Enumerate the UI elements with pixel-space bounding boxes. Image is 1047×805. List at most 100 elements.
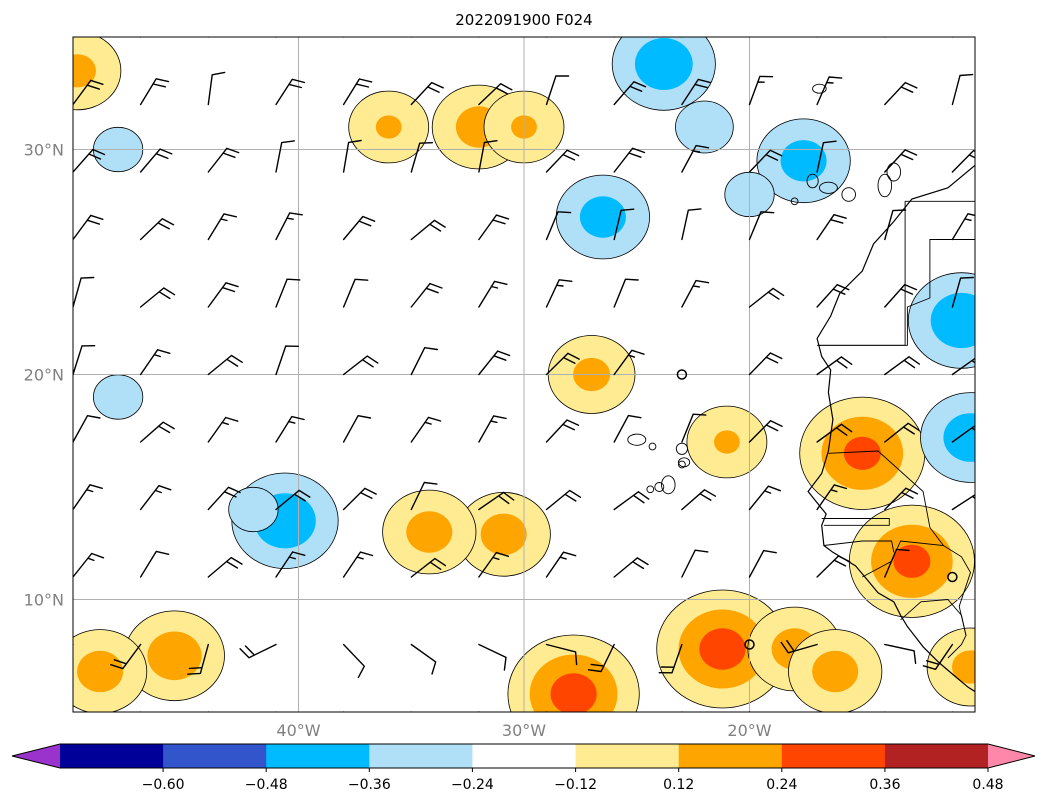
wind-barb bbox=[275, 278, 301, 308]
wind-barb bbox=[110, 643, 142, 670]
wind-barb bbox=[545, 643, 578, 666]
wind-barb bbox=[681, 711, 684, 712]
country-border-5 bbox=[823, 540, 895, 553]
wind-barb bbox=[342, 711, 345, 712]
positive-anomaly-2-band-2 bbox=[893, 544, 931, 578]
negative-anomaly-6-band-0 bbox=[675, 100, 734, 154]
wind-barb bbox=[342, 551, 374, 578]
wind-barb bbox=[748, 37, 751, 38]
wind-barb bbox=[139, 148, 173, 173]
colorbar-segment-3 bbox=[369, 744, 473, 768]
wind-barb bbox=[613, 557, 649, 578]
wind-barb bbox=[478, 350, 511, 376]
wind-barb bbox=[410, 37, 413, 38]
wind-barb bbox=[950, 711, 954, 712]
wind-barbs-layer bbox=[73, 37, 975, 712]
positive-anomaly-16-band-1 bbox=[73, 54, 96, 88]
wind-barb bbox=[342, 78, 373, 106]
positive-anomaly-3-band-1 bbox=[147, 631, 202, 681]
positive-anomaly-5-band-1 bbox=[480, 513, 527, 555]
island-outline-1 bbox=[806, 173, 819, 189]
wind-barb bbox=[342, 643, 365, 679]
wind-barb bbox=[478, 643, 507, 671]
positive-anomaly-1-band-2 bbox=[699, 628, 746, 670]
wind-barb bbox=[613, 711, 616, 712]
wind-barb bbox=[207, 37, 210, 38]
wind-barb bbox=[478, 280, 508, 308]
wind-barb bbox=[816, 356, 853, 376]
positive-anomaly-6-band-1 bbox=[406, 511, 453, 553]
y-tick-label-2: 30°N bbox=[24, 141, 64, 160]
y-tick-label-1: 20°N bbox=[24, 366, 64, 385]
wind-barb bbox=[545, 75, 570, 106]
wind-barb bbox=[139, 78, 170, 106]
wind-barb bbox=[139, 485, 172, 511]
positive-anomaly-16-band-0 bbox=[73, 37, 122, 111]
wind-barb bbox=[187, 643, 209, 675]
x-tick-label-2: 20°W bbox=[727, 721, 771, 740]
wind-barb bbox=[73, 484, 103, 511]
wind-barb bbox=[613, 37, 615, 38]
wind-barb bbox=[613, 491, 650, 511]
positive-anomaly-15-band-1 bbox=[375, 115, 402, 139]
wind-barb bbox=[139, 421, 175, 443]
wind-barb bbox=[681, 144, 710, 173]
colorbar-segment-7 bbox=[781, 744, 886, 768]
wind-barb bbox=[884, 283, 918, 308]
wind-barb bbox=[951, 276, 974, 308]
wind-barb bbox=[410, 142, 433, 173]
wind-barb bbox=[207, 486, 241, 511]
wind-barb bbox=[816, 484, 848, 511]
wind-barb bbox=[613, 208, 635, 241]
wind-barb bbox=[681, 489, 717, 511]
wind-barb bbox=[816, 711, 818, 712]
wind-barb bbox=[545, 279, 573, 308]
wind-barb bbox=[73, 79, 104, 106]
wind-barb bbox=[410, 81, 444, 106]
wind-barb bbox=[613, 81, 647, 106]
wind-barb bbox=[613, 349, 645, 376]
colorbar-segment-4 bbox=[472, 744, 577, 768]
colorbar-tick-label-7: 0.36 bbox=[869, 777, 900, 793]
wind-barb bbox=[275, 37, 277, 38]
wind-barb bbox=[410, 643, 437, 675]
wind-barb bbox=[884, 356, 920, 376]
chart-title: 2022091900 F024 bbox=[455, 11, 592, 29]
wind-barb bbox=[681, 208, 702, 241]
positive-anomaly-0-band-2 bbox=[550, 673, 597, 712]
wind-barb bbox=[342, 487, 377, 511]
negative-anomaly-4-band-1 bbox=[930, 292, 975, 349]
wind-barb bbox=[816, 423, 853, 443]
positive-anomaly-10-band-1 bbox=[952, 650, 975, 684]
wind-barb bbox=[207, 147, 240, 173]
wind-barb bbox=[884, 548, 910, 578]
wind-barb bbox=[816, 140, 837, 173]
wind-barb bbox=[884, 422, 920, 443]
colorbar-segment-1 bbox=[163, 744, 267, 768]
wind-barb bbox=[73, 276, 95, 308]
wind-barb bbox=[681, 549, 709, 578]
wind-barb bbox=[342, 139, 362, 173]
wind-barb bbox=[207, 354, 243, 376]
colorbar-segment-5 bbox=[575, 744, 680, 768]
wind-barb bbox=[239, 643, 277, 659]
calm-wind-circle bbox=[676, 369, 688, 380]
wind-barb bbox=[275, 140, 295, 173]
wind-barb bbox=[207, 556, 243, 578]
wind-barb bbox=[748, 549, 777, 578]
wind-barb bbox=[207, 213, 237, 241]
wind-barb bbox=[748, 420, 783, 443]
wind-barb bbox=[275, 415, 305, 443]
x-tick-label-1: 30°W bbox=[502, 721, 546, 740]
wind-barb bbox=[951, 73, 974, 106]
country-border-2 bbox=[819, 239, 975, 346]
wind-barb bbox=[884, 643, 917, 664]
island-outline-6 bbox=[790, 197, 799, 206]
wind-barb bbox=[73, 415, 101, 443]
wind-barb bbox=[207, 71, 226, 106]
wind-barb bbox=[816, 37, 818, 38]
colorbar-tick-label-1: −0.48 bbox=[245, 777, 288, 793]
wind-barb bbox=[884, 149, 918, 173]
wind-barb bbox=[139, 550, 170, 578]
wind-barb bbox=[139, 218, 175, 241]
